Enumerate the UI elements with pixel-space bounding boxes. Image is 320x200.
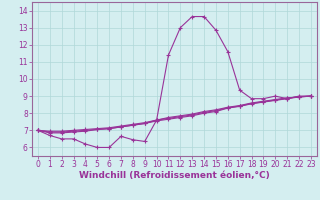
X-axis label: Windchill (Refroidissement éolien,°C): Windchill (Refroidissement éolien,°C) bbox=[79, 171, 270, 180]
